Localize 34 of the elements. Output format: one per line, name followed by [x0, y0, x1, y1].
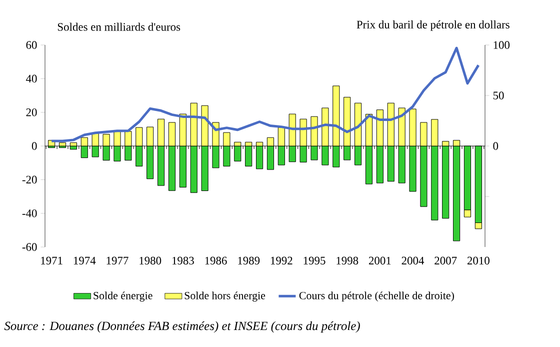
y-tick-label: 20: [26, 108, 37, 116]
x-tick-label: 1986: [205, 256, 227, 264]
bar: [256, 146, 264, 170]
y2-tick-label: 100: [494, 41, 510, 49]
y-tick-label: -40: [22, 209, 37, 218]
x-tick-label: 1992: [270, 256, 292, 264]
x-tick-label: 2010: [467, 256, 490, 264]
x-tick-label: 2007: [434, 256, 457, 264]
x-tick-label: 1971: [41, 256, 62, 264]
bar: [234, 146, 242, 162]
x-tick-label: 1998: [336, 256, 358, 264]
x-tick-label: 2001: [368, 256, 391, 264]
y-tick-label: 0: [32, 142, 37, 150]
y-tick-label: 60: [26, 41, 37, 49]
bar: [245, 146, 252, 166]
y-axis-title: Soldes en milliards d'euros: [58, 22, 180, 31]
y-tick-label: -60: [22, 243, 37, 251]
y2-tick-label: 50: [493, 92, 504, 100]
x-tick-label: 1995: [304, 256, 326, 264]
legend-label: Cours du pétrole (échelle de droite): [299, 292, 454, 302]
y-tick-label: -20: [22, 176, 37, 184]
y-tick-label: 40: [26, 74, 37, 83]
x-tick-label: 1980: [140, 256, 162, 264]
x-tick-label: 1974: [74, 256, 96, 264]
source-note: Source : Douanes (Données FAB estimées) et INSEE (cours du pétrole): [4, 321, 360, 333]
x-tick-label: 2004: [402, 256, 424, 264]
y2-axis-title: Prix du baril de pétrole en dollars: [356, 20, 510, 31]
x-tick-label: 1977: [106, 256, 128, 264]
x-tick-label: 1989: [238, 256, 260, 264]
y2-tick-label: 0: [493, 142, 498, 150]
x-tick-label: 1983: [172, 256, 194, 264]
legend-label: Solde énergie: [94, 292, 152, 302]
line-series: [50, 46, 480, 142]
legend-label: Solde hors énergie: [184, 292, 266, 302]
